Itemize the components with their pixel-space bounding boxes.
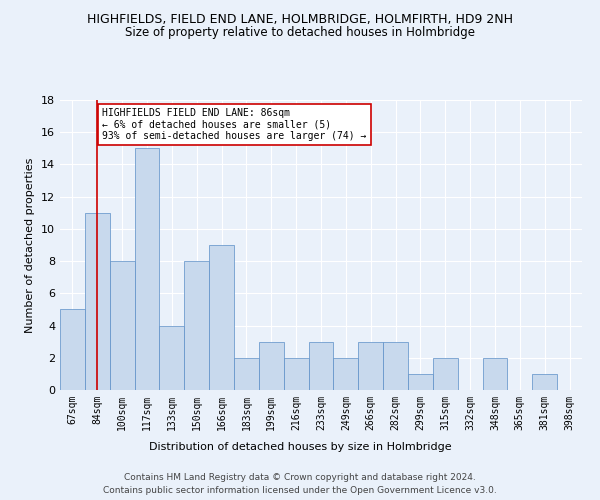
Text: HIGHFIELDS FIELD END LANE: 86sqm
← 6% of detached houses are smaller (5)
93% of : HIGHFIELDS FIELD END LANE: 86sqm ← 6% of… bbox=[102, 108, 367, 142]
Bar bbox=[234, 358, 259, 390]
Y-axis label: Number of detached properties: Number of detached properties bbox=[25, 158, 35, 332]
Bar bbox=[308, 342, 334, 390]
Bar bbox=[433, 358, 458, 390]
Bar bbox=[160, 326, 184, 390]
Text: Contains HM Land Registry data © Crown copyright and database right 2024.: Contains HM Land Registry data © Crown c… bbox=[124, 472, 476, 482]
Bar bbox=[334, 358, 358, 390]
Bar bbox=[209, 245, 234, 390]
Bar bbox=[358, 342, 383, 390]
Text: Distribution of detached houses by size in Holmbridge: Distribution of detached houses by size … bbox=[149, 442, 451, 452]
Bar bbox=[408, 374, 433, 390]
Bar bbox=[284, 358, 308, 390]
Bar bbox=[110, 261, 134, 390]
Bar bbox=[532, 374, 557, 390]
Bar bbox=[383, 342, 408, 390]
Bar bbox=[259, 342, 284, 390]
Bar bbox=[184, 261, 209, 390]
Bar bbox=[85, 213, 110, 390]
Text: HIGHFIELDS, FIELD END LANE, HOLMBRIDGE, HOLMFIRTH, HD9 2NH: HIGHFIELDS, FIELD END LANE, HOLMBRIDGE, … bbox=[87, 12, 513, 26]
Text: Contains public sector information licensed under the Open Government Licence v3: Contains public sector information licen… bbox=[103, 486, 497, 495]
Bar bbox=[60, 310, 85, 390]
Text: Size of property relative to detached houses in Holmbridge: Size of property relative to detached ho… bbox=[125, 26, 475, 39]
Bar bbox=[482, 358, 508, 390]
Bar bbox=[134, 148, 160, 390]
